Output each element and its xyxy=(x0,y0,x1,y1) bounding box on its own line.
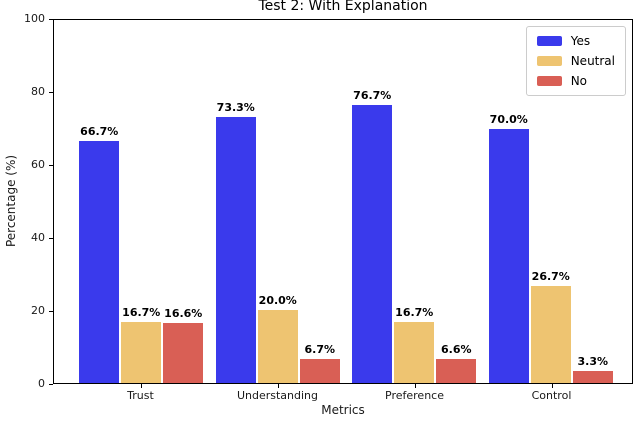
bar-slot: 6.7% xyxy=(299,20,340,383)
bar-value-label: 66.7% xyxy=(80,124,119,138)
chart-title: Test 2: With Explanation xyxy=(258,0,428,14)
plot-area: 66.7% 16.7% 16.6% 73.3% 20.0% 6.7% 76.7% 16.7% 6… xyxy=(53,19,633,384)
bar-neutral-understanding xyxy=(257,310,298,383)
legend-label: Neutral xyxy=(570,54,615,68)
bar-neutral-control xyxy=(530,286,571,383)
x-tick-label: Understanding xyxy=(236,389,319,402)
bar-value-label: 76.7% xyxy=(353,88,392,102)
bar-yes-preference xyxy=(352,104,393,383)
bar-no-preference xyxy=(436,359,477,383)
bar-value-label: 16.6% xyxy=(164,306,203,320)
x-tick-mark xyxy=(414,384,416,388)
bar-neutral-trust xyxy=(121,322,162,383)
y-tick-label: 80 xyxy=(31,85,45,98)
x-tick-label: Preference xyxy=(385,389,444,402)
bar-slot: 70.0% xyxy=(488,20,529,383)
x-axis: Trust Understanding Preference Control xyxy=(53,384,633,402)
legend-item-no: No xyxy=(536,74,615,88)
y-tick-label: 0 xyxy=(38,377,45,390)
y-tick-label: 20 xyxy=(31,304,45,317)
y-tick-label: 100 xyxy=(24,12,45,25)
bar-yes-trust xyxy=(79,140,120,383)
legend-swatch-yes xyxy=(536,36,562,46)
bar-yes-understanding xyxy=(215,116,256,383)
legend-item-yes: Yes xyxy=(536,34,615,48)
bar-slot: 73.3% xyxy=(215,20,256,383)
bar-value-label: 3.3% xyxy=(577,355,609,369)
bar-slot: 3.3% xyxy=(572,20,613,383)
bar-value-label: 26.7% xyxy=(531,270,570,284)
bar-value-label: 6.7% xyxy=(304,342,336,356)
bar-value-label: 20.0% xyxy=(258,294,297,308)
bar-value-label: 16.7% xyxy=(122,306,161,320)
bar-neutral-preference xyxy=(394,322,435,383)
bar-no-understanding xyxy=(299,358,340,383)
bar-value-label: 73.3% xyxy=(216,100,255,114)
legend-label: No xyxy=(570,74,588,88)
bar-slot: 6.6% xyxy=(436,20,477,383)
bar-no-trust xyxy=(163,322,204,383)
x-tick-mark xyxy=(277,384,279,388)
x-tick-trust: Trust xyxy=(72,384,209,402)
bar-group-understanding: 73.3% 20.0% 6.7% xyxy=(210,20,347,383)
y-axis-label: Percentage (%) xyxy=(4,154,18,248)
x-tick-mark xyxy=(140,384,142,388)
x-tick-understanding: Understanding xyxy=(209,384,346,402)
bar-no-control xyxy=(572,371,613,383)
bar-slot: 20.0% xyxy=(257,20,298,383)
x-tick-label: Control xyxy=(531,389,572,402)
x-tick-label: Trust xyxy=(127,389,154,402)
x-tick-preference: Preference xyxy=(346,384,483,402)
bar-slot: 16.7% xyxy=(394,20,435,383)
legend: Yes Neutral No xyxy=(525,26,626,96)
legend-item-neutral: Neutral xyxy=(536,54,615,68)
bar-slot: 26.7% xyxy=(530,20,571,383)
bar-slot: 76.7% xyxy=(352,20,393,383)
bar-slot: 16.6% xyxy=(163,20,204,383)
bar-group-preference: 76.7% 16.7% 6.6% xyxy=(346,20,483,383)
bar-group-control: 70.0% 26.7% 3.3% xyxy=(483,20,620,383)
bar-value-label: 16.7% xyxy=(395,306,434,320)
bar-yes-control xyxy=(488,128,529,383)
bar-group-trust: 66.7% 16.7% 16.6% xyxy=(73,20,210,383)
x-tick-mark xyxy=(551,384,553,388)
bar-slot: 16.7% xyxy=(121,20,162,383)
x-tick-control: Control xyxy=(483,384,620,402)
x-axis-label: Metrics xyxy=(321,403,365,417)
legend-label: Yes xyxy=(570,34,591,48)
bar-slot: 66.7% xyxy=(79,20,120,383)
legend-swatch-no xyxy=(536,76,562,86)
bar-value-label: 70.0% xyxy=(489,112,528,126)
bars-container: 66.7% 16.7% 16.6% 73.3% 20.0% 6.7% 76.7% 16.7% 6… xyxy=(54,20,632,383)
legend-swatch-neutral xyxy=(536,56,562,66)
bar-value-label: 6.6% xyxy=(440,343,472,357)
